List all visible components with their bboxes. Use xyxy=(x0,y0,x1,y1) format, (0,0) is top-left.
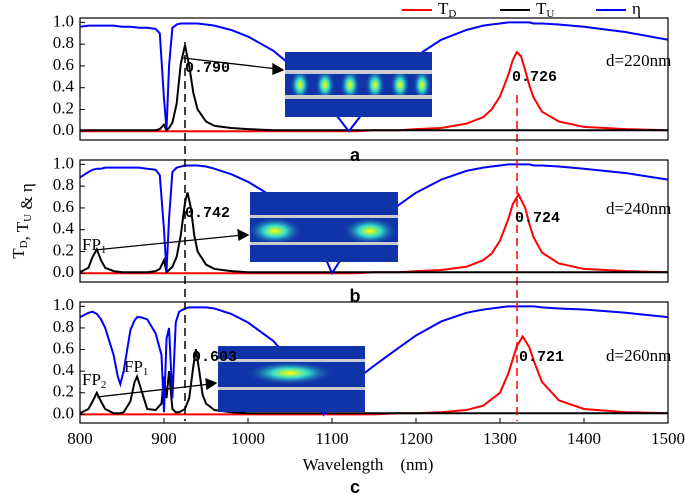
x-axis-label: Wavelength (nm) xyxy=(303,455,434,474)
x-tick-label: 800 xyxy=(67,429,93,448)
x-tick-label: 1300 xyxy=(483,429,517,448)
y-tick-label: 0.4 xyxy=(53,77,75,96)
legend-label: TD xyxy=(438,0,456,20)
x-tick-label: 1500 xyxy=(651,429,685,448)
series-line xyxy=(79,305,669,417)
y-tick-label: 1.0 xyxy=(53,295,74,314)
plot-frame xyxy=(79,17,669,141)
series-line xyxy=(79,192,668,275)
annotation: d=220nm xyxy=(606,51,671,70)
y-tick-label: 0.8 xyxy=(53,175,74,194)
annotation: FP1 xyxy=(82,235,106,256)
panel-label: a xyxy=(350,145,361,165)
inset-c-strip xyxy=(218,359,365,362)
annotation: 0.603 xyxy=(192,349,237,366)
annotation: FP2 xyxy=(82,370,106,391)
x-tick-label: 1000 xyxy=(231,429,265,448)
annotation: 0.726 xyxy=(512,69,557,86)
annotation: 0.742 xyxy=(185,205,230,222)
annotation: 0.721 xyxy=(519,349,564,366)
inset-b-strip xyxy=(250,215,398,218)
inset-b-strip xyxy=(250,242,398,245)
plot-frame xyxy=(79,301,669,424)
y-tick-label: 0.2 xyxy=(53,382,74,401)
x-tick-label: 1200 xyxy=(399,429,433,448)
y-tick-label: 1.0 xyxy=(53,153,74,172)
annotation: FP1 xyxy=(124,357,148,378)
inset-a-strip xyxy=(285,95,432,99)
y-axis-label: TD, TU & η xyxy=(9,183,36,259)
series-line xyxy=(80,50,669,133)
legend-label: η xyxy=(632,0,641,18)
annotation: d=260nm xyxy=(606,346,671,365)
legend-label: TU xyxy=(536,0,554,20)
x-tick-label: 1100 xyxy=(315,429,348,448)
annotation: d=240nm xyxy=(606,199,671,218)
inset-b-field xyxy=(247,217,303,245)
y-tick-label: 0.0 xyxy=(53,262,74,281)
y-tick-label: 0.8 xyxy=(53,317,74,336)
x-tick-label: 1400 xyxy=(567,429,601,448)
y-tick-label: 0.2 xyxy=(53,240,74,259)
series-line xyxy=(79,349,668,415)
plot-frame xyxy=(79,159,669,283)
y-tick-label: 0.2 xyxy=(53,98,74,117)
insets xyxy=(94,42,518,421)
annotation: 0.724 xyxy=(515,210,560,227)
y-tick-label: 1.0 xyxy=(53,11,74,30)
inset-a-field xyxy=(290,69,431,101)
series-line xyxy=(80,45,668,132)
inset-c-strip xyxy=(218,387,365,390)
y-tick-label: 0.4 xyxy=(53,219,75,238)
inset-a-strip xyxy=(285,70,432,74)
inset-c-field xyxy=(245,361,335,385)
panel-label: c xyxy=(350,477,360,497)
y-tick-label: 0.6 xyxy=(53,197,74,216)
annotation: 0.790 xyxy=(185,60,230,77)
series-line xyxy=(80,192,669,275)
y-tick-label: 0.4 xyxy=(53,360,75,379)
series-line xyxy=(80,334,669,416)
arrows xyxy=(94,57,285,398)
inset-b-field xyxy=(342,217,398,245)
y-tick-label: 0.0 xyxy=(53,403,74,422)
y-tick-label: 0.8 xyxy=(53,33,74,52)
y-tick-label: 0.0 xyxy=(53,120,74,139)
x-tick-label: 900 xyxy=(151,429,177,448)
y-tick-label: 0.6 xyxy=(53,55,74,74)
y-tick-label: 0.6 xyxy=(53,338,74,357)
panel-label: b xyxy=(350,286,361,306)
series-line xyxy=(79,163,669,276)
